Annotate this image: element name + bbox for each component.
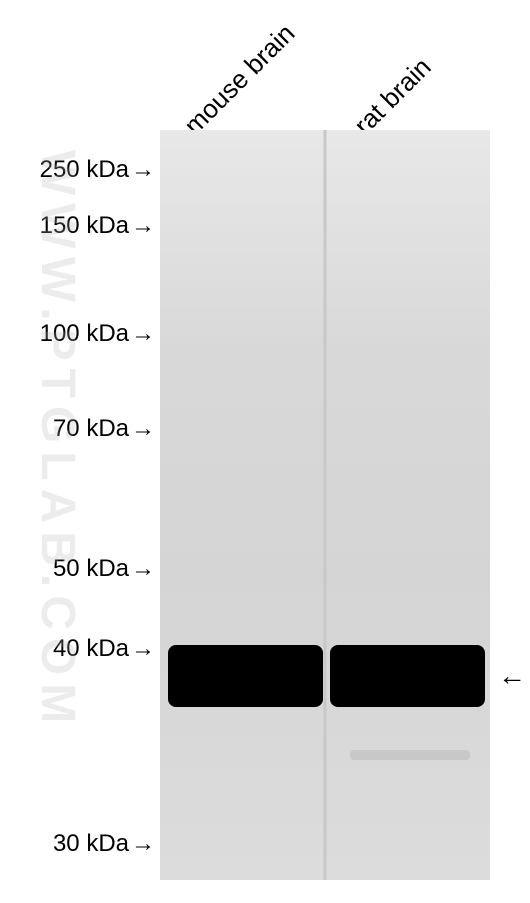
arrow-icon: →: [131, 156, 155, 184]
arrow-icon: →: [131, 635, 155, 663]
marker-30: 30 kDa→: [53, 830, 155, 858]
marker-label: 100 kDa: [40, 320, 129, 347]
marker-label: 30 kDa: [53, 830, 129, 857]
marker-100: 100 kDa→: [40, 320, 155, 348]
marker-label: 250 kDa: [40, 156, 129, 183]
marker-250: 250 kDa→: [40, 156, 155, 184]
lane-divider: [324, 130, 327, 880]
lane-label-1: mouse brain: [178, 18, 301, 141]
marker-50: 50 kDa→: [53, 555, 155, 583]
marker-150: 150 kDa→: [40, 212, 155, 240]
marker-40: 40 kDa→: [53, 635, 155, 663]
target-arrow-icon: ←: [498, 660, 526, 692]
marker-label: 40 kDa: [53, 635, 129, 662]
arrow-icon: →: [131, 212, 155, 240]
band-lane1: [168, 645, 323, 707]
marker-label: 150 kDa: [40, 212, 129, 239]
lane-label-2: rat brain: [348, 52, 437, 141]
arrow-icon: →: [131, 830, 155, 858]
blot-container: WWW.PTGLAB.COM mouse brain rat brain 250…: [0, 0, 530, 903]
band-lane2: [330, 645, 485, 707]
arrow-icon: →: [131, 320, 155, 348]
blot-membrane: [160, 130, 490, 880]
marker-label: 70 kDa: [53, 415, 129, 442]
faint-band-lane2: [350, 750, 470, 760]
arrow-icon: →: [131, 415, 155, 443]
marker-label: 50 kDa: [53, 555, 129, 582]
lane-labels-area: mouse brain rat brain: [0, 0, 530, 130]
marker-70: 70 kDa→: [53, 415, 155, 443]
arrow-icon: →: [131, 555, 155, 583]
